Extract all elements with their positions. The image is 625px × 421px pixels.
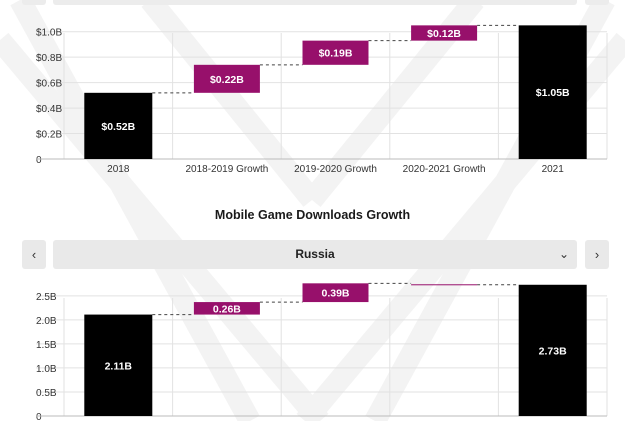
chevron-left-icon: ‹ (31, 247, 37, 262)
bar-value-label: $0.19B (319, 48, 353, 60)
y-tick-label: $0.8B (36, 53, 62, 64)
y-tick-label: 1.5B (36, 340, 57, 351)
total-bar (84, 314, 153, 416)
growth-bar (411, 25, 478, 41)
section-title: Mobile Game Downloads Growth (214, 208, 411, 222)
country-select[interactable]: Russia ⌄ (53, 240, 577, 269)
growth-bar (193, 302, 260, 315)
growth-bar (193, 64, 260, 93)
y-tick-label: $0.2B (36, 130, 62, 141)
top-next-remnant (585, 0, 609, 5)
top-select-remnant (53, 0, 577, 5)
bar-value-label: 2.73B (539, 345, 567, 357)
bar-value-label: 0.39B (321, 288, 349, 300)
y-tick-label: 1.0B (36, 364, 57, 375)
y-tick-label: 2.5B (36, 292, 57, 303)
growth-bar (411, 284, 478, 286)
bar-value-label: 0.26B (213, 303, 241, 315)
y-tick-label: 0.5B (36, 388, 57, 399)
x-category-label: 2021 (542, 164, 565, 175)
y-tick-label: $1.0B (36, 28, 62, 39)
growth-bar (302, 283, 369, 303)
prev-country-button[interactable]: ‹ (22, 240, 46, 269)
y-tick-label: 0 (36, 155, 42, 166)
total-bar (84, 92, 153, 159)
x-category-label: 2019-2020 Growth (294, 164, 377, 175)
revenue-waterfall-chart: 0 $0.2B $0.4B $0.6B $0.8B $1.0B $0.52B 2018 $0.2… (36, 24, 608, 175)
bar-value-label: $1.05B (536, 87, 570, 99)
bar-value-label: $0.12B (427, 28, 461, 40)
y-tick-label: $0.4B (36, 104, 62, 115)
downloads-waterfall-chart: 00.5B1.0B1.5B2.0B2.5B2.11B0.26B0.39B2.73… (36, 282, 608, 421)
chevron-right-icon: › (594, 247, 600, 262)
total-bar (518, 25, 587, 160)
top-toolbar-remnant (22, 0, 46, 5)
total-bar (518, 284, 587, 416)
bar-value-label: 2.11B (105, 360, 133, 372)
x-category-label: 2018 (107, 164, 130, 175)
chevron-down-icon: ⌄ (558, 247, 569, 261)
bar-value-label: $0.52B (101, 121, 135, 133)
country-select-value: Russia (295, 247, 335, 261)
y-tick-label: $0.6B (36, 79, 62, 90)
x-category-label: 2018-2019 Growth (185, 164, 268, 175)
bar-value-label: $0.22B (210, 74, 244, 86)
next-country-button[interactable]: › (585, 240, 609, 269)
y-tick-label: 2.0B (36, 316, 57, 327)
x-category-label: 2020-2021 Growth (403, 164, 486, 175)
growth-bar (302, 40, 369, 65)
